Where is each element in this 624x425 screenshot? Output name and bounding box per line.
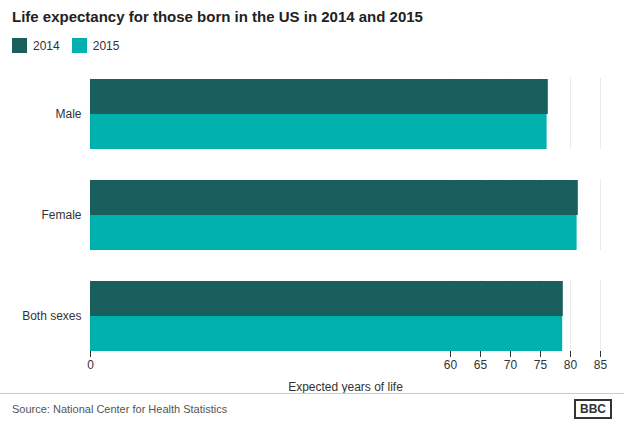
svg-text:80: 80 bbox=[564, 358, 578, 372]
svg-text:0: 0 bbox=[87, 358, 94, 372]
svg-text:Expected years of life: Expected years of life bbox=[288, 380, 403, 394]
html-text:2014: 2014 bbox=[33, 38, 60, 53]
html-text:Source: National Center for He: Source: National Center for Health Stati… bbox=[12, 403, 228, 415]
svg-text:60: 60 bbox=[444, 358, 458, 372]
html-text:2015: 2015 bbox=[92, 38, 120, 53]
svg-text:85: 85 bbox=[594, 358, 608, 372]
svg-text:65: 65 bbox=[474, 358, 488, 372]
svg-text:75: 75 bbox=[534, 358, 548, 372]
svg-text:Both sexes: Both sexes bbox=[22, 309, 81, 323]
html-text:BBC: BBC bbox=[580, 402, 606, 416]
html-text:Life expectancy for those born: Life expectancy for those born in the US… bbox=[12, 8, 423, 25]
svg-text:Female: Female bbox=[41, 208, 81, 222]
svg-text:Male: Male bbox=[55, 107, 81, 121]
svg-text:70: 70 bbox=[504, 358, 518, 372]
